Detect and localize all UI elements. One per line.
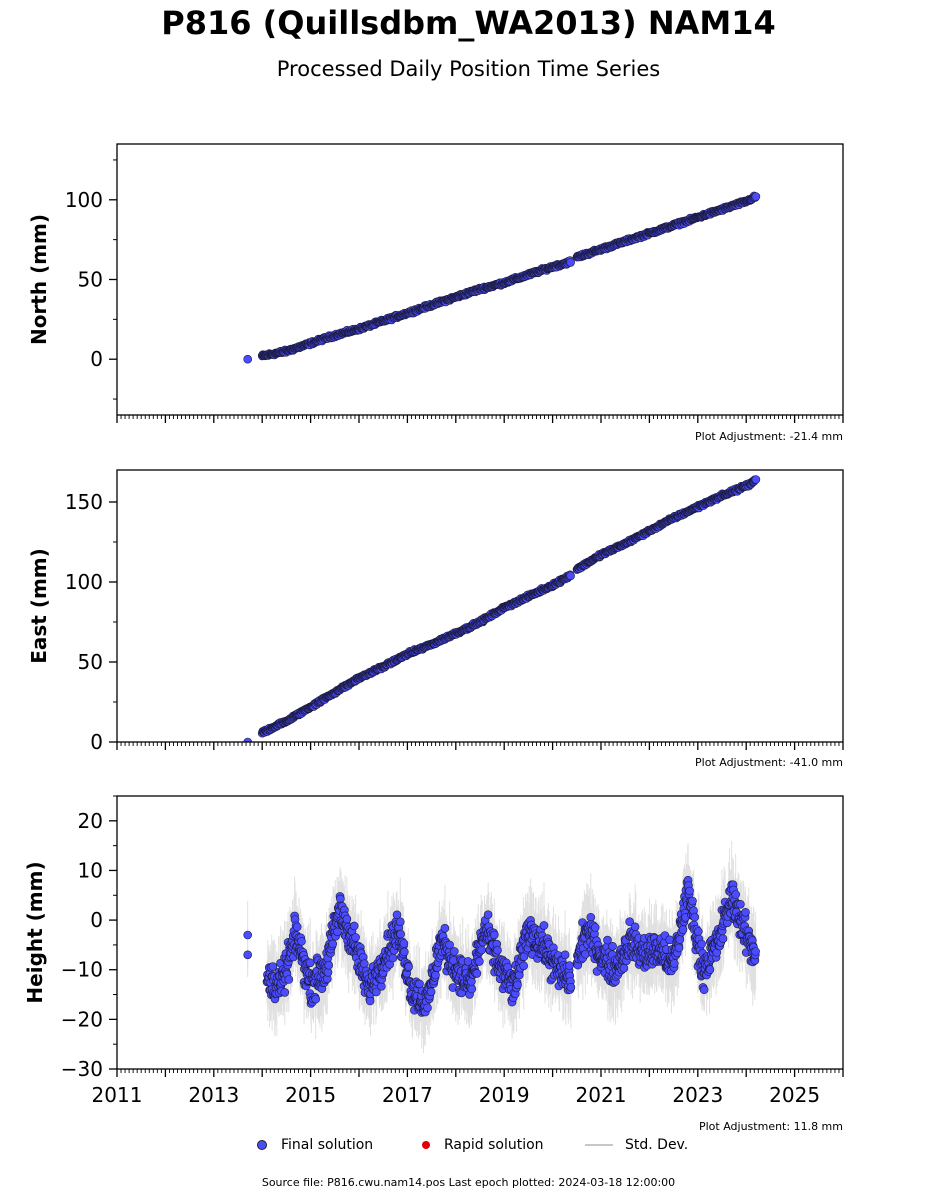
data-point <box>280 988 290 997</box>
data-point <box>333 927 342 937</box>
data-point <box>619 963 629 973</box>
data-point <box>603 935 612 945</box>
data-point <box>243 950 252 960</box>
data-point <box>399 947 409 957</box>
data-point <box>440 923 450 933</box>
data-point <box>467 984 477 994</box>
data-point <box>392 910 402 920</box>
panel-2: 0 50 100 150 East (mm) Plot Adjustment: -41.0… <box>27 469 844 769</box>
data-point <box>423 1003 432 1013</box>
final-solution-points <box>243 475 761 742</box>
data-point <box>342 914 352 924</box>
data-point <box>292 922 302 932</box>
y-tick-label: 100 <box>65 570 103 594</box>
data-point <box>305 958 315 968</box>
data-point <box>268 962 278 971</box>
data-point <box>489 930 499 940</box>
y-tick-label: 50 <box>78 268 103 292</box>
data-point <box>472 969 482 978</box>
data-layer <box>243 475 761 742</box>
data-point <box>445 940 454 950</box>
data-point <box>311 994 321 1004</box>
data-point <box>751 475 761 484</box>
data-layer <box>243 840 760 1053</box>
data-point <box>323 967 333 977</box>
data-point <box>349 921 359 931</box>
data-point <box>431 970 440 980</box>
axes-frame <box>116 469 844 743</box>
data-point <box>566 571 575 581</box>
chart-title: P816 (Quillsdbm_WA2013) NAM14 <box>161 4 776 42</box>
data-point <box>351 933 360 942</box>
data-point <box>396 929 405 939</box>
y-tick-label: 100 <box>65 188 103 212</box>
plot-adjustment-label: Plot Adjustment: -21.4 mm <box>695 430 843 443</box>
data-point <box>590 923 600 932</box>
final-solution-points <box>243 875 760 1017</box>
data-point <box>243 930 252 940</box>
panel-1: 0 50 100 North (mm) Plot Adjustment: -21.4 m… <box>27 143 844 443</box>
data-point <box>449 947 459 956</box>
plot-adjustment-label: Plot Adjustment: -41.0 mm <box>695 756 843 769</box>
final-solution-points <box>243 191 761 364</box>
data-point <box>297 936 306 946</box>
data-point <box>751 192 761 201</box>
data-point <box>243 354 252 364</box>
data-point <box>565 961 574 970</box>
y-tick-label: 0 <box>90 730 103 754</box>
data-point <box>566 982 576 992</box>
data-point <box>493 945 502 955</box>
y-tick-label: 0 <box>90 347 103 371</box>
data-point <box>359 959 369 969</box>
data-point <box>608 941 617 951</box>
data-point <box>324 960 334 970</box>
data-point <box>483 910 493 920</box>
data-point <box>630 922 640 932</box>
axes-frame <box>116 143 844 416</box>
data-point <box>404 962 413 972</box>
data-point <box>395 917 405 927</box>
y-tick-label: 150 <box>65 490 103 514</box>
data-point <box>477 945 486 955</box>
data-point <box>586 912 596 922</box>
data-point <box>365 996 375 1006</box>
y-axis-label: North (mm) <box>27 214 51 345</box>
data-point <box>371 987 381 997</box>
data-point <box>539 921 549 930</box>
data-point <box>514 970 524 980</box>
data-point <box>560 950 570 960</box>
data-point <box>388 953 398 963</box>
y-axis-label: East (mm) <box>27 548 51 664</box>
chart-subtitle: Processed Daily Position Time Series <box>276 57 661 81</box>
data-point <box>426 987 436 997</box>
y-tick-label: 50 <box>78 650 103 674</box>
data-point <box>243 737 252 742</box>
data-point <box>284 975 294 984</box>
data-point <box>625 917 635 927</box>
data-point <box>566 258 575 267</box>
data-point <box>328 939 338 949</box>
data-point <box>475 957 484 966</box>
data-point <box>513 980 522 990</box>
data-point <box>519 961 529 971</box>
data-point <box>399 939 409 948</box>
data-layer <box>243 191 761 364</box>
